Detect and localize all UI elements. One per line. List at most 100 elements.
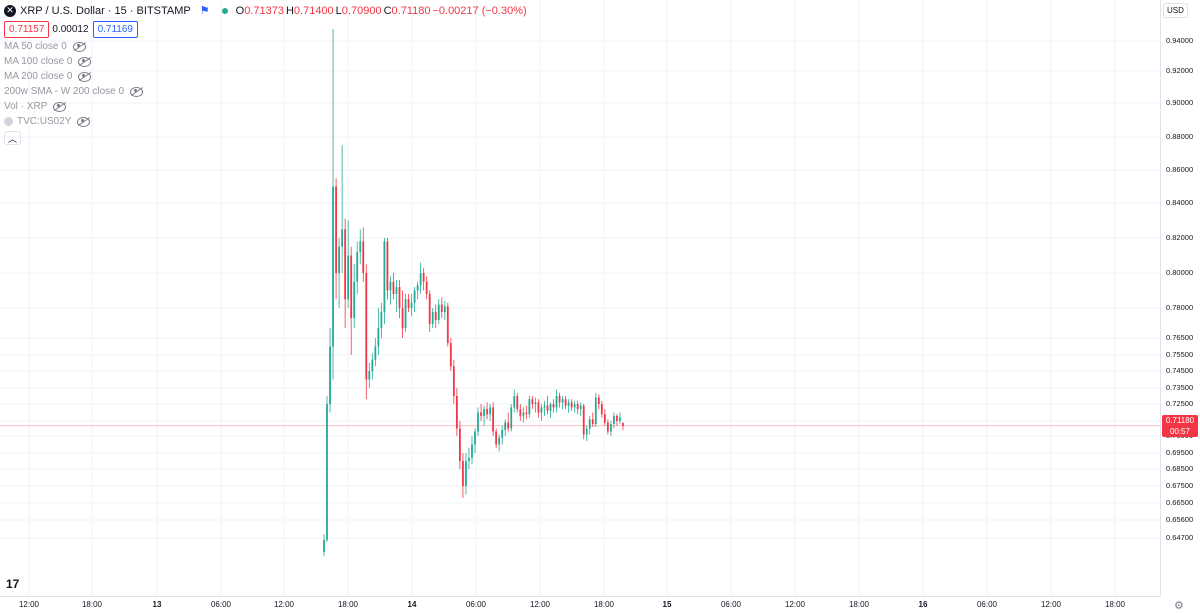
ohlc-close-key: C <box>383 4 392 17</box>
candle <box>483 405 485 426</box>
candle <box>603 409 606 426</box>
candle <box>600 400 603 418</box>
price-chart[interactable] <box>0 0 1160 596</box>
gear-icon[interactable]: ⚙ <box>1174 600 1184 612</box>
candle-body <box>368 371 371 380</box>
candle-body <box>383 241 386 312</box>
candle <box>347 220 350 308</box>
x-tick-label: 15 <box>662 600 672 609</box>
candle-body <box>573 404 576 408</box>
x-tick-label: 06:00 <box>210 600 232 609</box>
candle-body <box>483 409 485 416</box>
candle-body <box>516 396 519 410</box>
eye-hidden-icon[interactable] <box>77 116 91 127</box>
x-tick-label: 18:00 <box>848 600 870 609</box>
flag-icon[interactable]: ⚑ <box>199 5 210 17</box>
indicator-ma50[interactable]: MA 50 close 0 <box>4 39 529 54</box>
candle <box>440 297 443 318</box>
candle-body <box>489 407 491 415</box>
candle-body <box>398 287 401 308</box>
indicator-volume[interactable]: Vol · XRP <box>4 99 529 114</box>
candle <box>446 302 449 347</box>
candle-body <box>332 186 334 347</box>
candle <box>383 238 386 324</box>
candle <box>564 396 567 410</box>
candle-body <box>600 404 603 415</box>
candle <box>389 276 392 305</box>
candle <box>507 412 510 432</box>
currency-button[interactable]: USD <box>1163 3 1188 18</box>
candle-body <box>335 186 337 273</box>
candle-body <box>459 428 461 461</box>
candle-body <box>576 404 579 410</box>
candle <box>368 363 371 388</box>
candle-body <box>561 399 564 403</box>
candle <box>489 404 491 421</box>
x-tick-label: 12:00 <box>1040 600 1062 609</box>
candle-body <box>386 241 389 291</box>
collapse-legend-button[interactable]: ︿ <box>4 131 21 145</box>
candle-body <box>425 281 428 294</box>
eye-hidden-icon[interactable] <box>78 71 92 82</box>
y-tick-label: 0.65600 <box>1166 515 1194 524</box>
symbol-title[interactable]: XRP / U.S. Dollar · 15 · BITSTAMP <box>20 4 191 17</box>
candle-body <box>389 281 392 291</box>
candle-body <box>549 404 552 411</box>
candle <box>404 294 407 332</box>
x-tick-label: 06:00 <box>720 600 742 609</box>
y-tick-label: 0.69500 <box>1166 448 1194 457</box>
x-tick-label: 18:00 <box>337 600 359 609</box>
eye-hidden-icon[interactable] <box>72 41 86 52</box>
candle-body <box>326 404 328 540</box>
indicator-ma200[interactable]: MA 200 close 0 <box>4 69 529 84</box>
indicator-tvc[interactable]: TVC:US02Y <box>4 114 529 129</box>
eye-hidden-icon[interactable] <box>130 86 144 97</box>
candle-body <box>546 405 549 411</box>
price-axis[interactable] <box>1160 0 1200 596</box>
sell-button[interactable]: 0.71157 <box>4 20 50 38</box>
y-tick-label: 0.67500 <box>1166 481 1194 490</box>
y-tick-label: 0.72500 <box>1166 399 1194 408</box>
candle-body <box>374 346 377 360</box>
candle <box>510 404 513 432</box>
candle-body <box>422 273 425 282</box>
tvc-logo-icon <box>4 117 13 126</box>
indicator-ma100[interactable]: MA 100 close 0 <box>4 54 529 69</box>
x-tick-label: 18:00 <box>81 600 103 609</box>
eye-hidden-icon[interactable] <box>53 101 67 112</box>
trade-row: 0.71157 0.00012 0.71169 <box>4 19 529 39</box>
indicator-200w-sma[interactable]: 200w SMA - W 200 close 0 <box>4 84 529 99</box>
candle <box>585 425 588 442</box>
tradingview-logo[interactable]: 17 <box>6 577 20 591</box>
candle-body <box>452 366 455 396</box>
y-tick-label: 0.74500 <box>1166 366 1194 375</box>
candle-body <box>440 304 443 312</box>
candle <box>537 399 540 418</box>
candle <box>594 392 597 427</box>
candle-body <box>446 306 449 344</box>
eye-hidden-icon[interactable] <box>78 56 92 67</box>
x-tick-label: 12:00 <box>18 600 40 609</box>
candle <box>501 425 504 445</box>
candle-body <box>603 414 606 423</box>
buy-button[interactable]: 0.71169 <box>92 20 138 38</box>
candle <box>528 396 531 418</box>
candle-body <box>392 281 395 294</box>
candle-body <box>413 290 416 303</box>
candle <box>495 428 498 448</box>
y-tick-label: 0.90000 <box>1166 98 1194 107</box>
candle-body <box>401 308 404 328</box>
candle <box>332 29 334 380</box>
candle <box>462 453 464 498</box>
candle-body <box>443 306 446 312</box>
candle-body <box>594 397 597 424</box>
candle <box>579 402 582 416</box>
candle-body <box>622 422 624 426</box>
candle <box>561 396 564 410</box>
candle-body <box>510 407 513 429</box>
time-axis[interactable] <box>0 596 1160 613</box>
candle-body <box>356 252 359 282</box>
candle <box>416 281 419 300</box>
y-tick-label: 0.86000 <box>1166 165 1194 174</box>
